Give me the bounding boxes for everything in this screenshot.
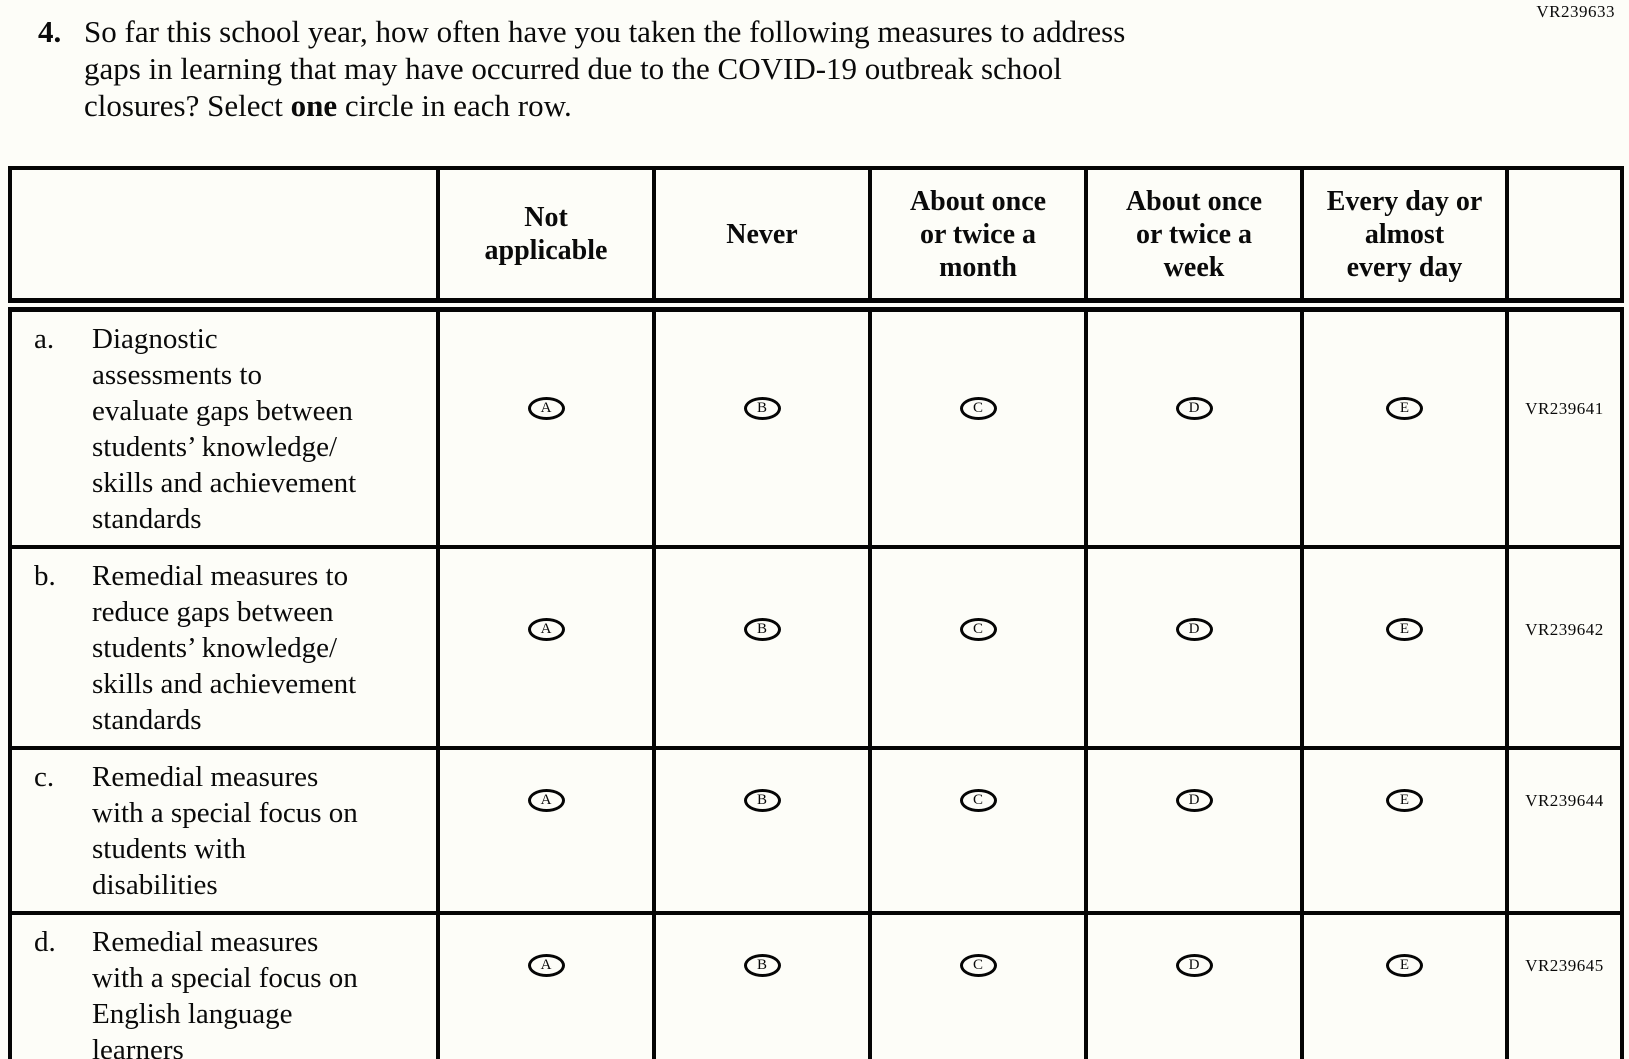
row-a-cell-never: B [652,303,872,549]
row-d-code: VR239645 [1505,911,1624,1059]
row-a-cell-every-day: E [1300,303,1509,549]
row-label: Remedial measures to reduce gaps between… [92,560,357,736]
row-a-cell-once-twice-month: C [868,303,1088,549]
response-bubble-d-E[interactable]: E [1386,954,1423,977]
row-d-cell-once-twice-month: C [868,911,1088,1059]
col-header-once-twice-month: About once or twice a month [868,166,1088,312]
row-d-cell-never: B [652,911,872,1059]
response-bubble-c-C[interactable]: C [959,789,997,812]
question-text: So far this school year, how often have … [84,13,1125,124]
row-d-cell-not-applicable: A [436,911,656,1059]
row-label: Diagnostic assessments to evaluate gaps … [92,323,357,535]
row-a-code: VR239641 [1505,303,1624,549]
response-bubble-a-B[interactable]: B [743,397,781,420]
row-b-label-cell: b. Remedial measures to reduce gaps betw… [8,545,440,750]
response-bubble-c-B[interactable]: B [743,789,781,812]
response-bubble-b-C[interactable]: C [959,618,997,641]
row-c-code: VR239644 [1505,746,1624,915]
response-bubble-d-D[interactable]: D [1175,954,1213,977]
table-row-a: a. Diagnostic assessments to evaluate ga… [8,303,1624,549]
row-d-cell-once-twice-week: D [1084,911,1304,1059]
col-header-once-twice-week: About once or twice a week [1084,166,1304,312]
page-form-code: VR239633 [1536,2,1615,21]
row-letter: d. [34,926,56,958]
table-row-c: c. Remedial measures with a special focu… [8,746,1624,915]
response-bubble-a-A[interactable]: A [527,397,565,420]
col-header-not-applicable: Not applicable [436,166,656,312]
question-emphasis-one: one [290,88,338,123]
row-b-cell-never: B [652,545,872,750]
response-bubble-a-C[interactable]: C [959,397,997,420]
row-label: Remedial measures with a special focus o… [92,761,358,901]
row-b-cell-once-twice-week: D [1084,545,1304,750]
response-bubble-c-E[interactable]: E [1386,789,1423,812]
row-d-cell-every-day: E [1300,911,1509,1059]
row-c-cell-once-twice-week: D [1084,746,1304,915]
question-line-3-post: circle in each row. [337,88,572,123]
response-bubble-a-D[interactable]: D [1175,397,1213,420]
col-header-every-day: Every day or almost every day [1300,166,1509,312]
col-header-never: Never [652,166,872,312]
row-d-label-cell: d. Remedial measures with a special focu… [8,911,440,1059]
row-letter: b. [34,560,56,592]
question-line-2: gaps in learning that may have occurred … [84,51,1062,86]
row-a-cell-not-applicable: A [436,303,656,549]
row-c-cell-once-twice-month: C [868,746,1088,915]
question-line-1: So far this school year, how often have … [84,14,1126,49]
response-bubble-b-D[interactable]: D [1175,618,1213,641]
row-b-cell-not-applicable: A [436,545,656,750]
question-line-3-pre: closures? Select [84,88,291,123]
row-a-label-cell: a. Diagnostic assessments to evaluate ga… [8,303,440,549]
response-grid: Not applicable Never About once or twice… [8,166,1624,1059]
response-bubble-c-D[interactable]: D [1175,789,1213,812]
response-bubble-d-A[interactable]: A [527,954,565,977]
col-header-code [1505,166,1624,312]
response-bubble-d-B[interactable]: B [743,954,781,977]
row-c-cell-never: B [652,746,872,915]
response-bubble-a-E[interactable]: E [1386,397,1423,420]
row-letter: c. [34,761,55,793]
response-bubble-b-E[interactable]: E [1386,618,1423,641]
row-b-code: VR239642 [1505,545,1624,750]
row-a-cell-once-twice-week: D [1084,303,1304,549]
row-c-label-cell: c. Remedial measures with a special focu… [8,746,440,915]
row-b-cell-every-day: E [1300,545,1509,750]
table-row-b: b. Remedial measures to reduce gaps betw… [8,545,1624,750]
row-c-cell-not-applicable: A [436,746,656,915]
stub-header [8,166,440,312]
response-bubble-b-B[interactable]: B [743,618,781,641]
row-b-cell-once-twice-month: C [868,545,1088,750]
header-row: Not applicable Never About once or twice… [8,166,1624,312]
response-bubble-b-A[interactable]: A [527,618,565,641]
row-label: Remedial measures with a special focus o… [92,926,358,1059]
question-number: 4. [38,14,62,49]
response-bubble-d-C[interactable]: C [959,954,997,977]
row-c-cell-every-day: E [1300,746,1509,915]
question-block: 4. So far this school year, how often ha… [38,13,1125,124]
response-bubble-c-A[interactable]: A [527,789,565,812]
table-row-d: d. Remedial measures with a special focu… [8,911,1624,1059]
row-letter: a. [34,323,55,355]
